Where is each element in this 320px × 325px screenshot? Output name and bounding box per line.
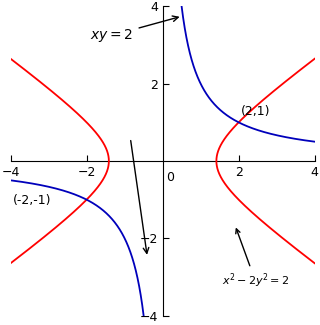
Text: (-2,-1): (-2,-1) bbox=[12, 194, 51, 207]
Text: (2,1): (2,1) bbox=[241, 106, 270, 119]
Text: 0: 0 bbox=[166, 171, 174, 184]
Text: $xy = 2$: $xy = 2$ bbox=[91, 16, 178, 44]
Text: $x^2-2y^2=2$: $x^2-2y^2=2$ bbox=[221, 229, 289, 290]
